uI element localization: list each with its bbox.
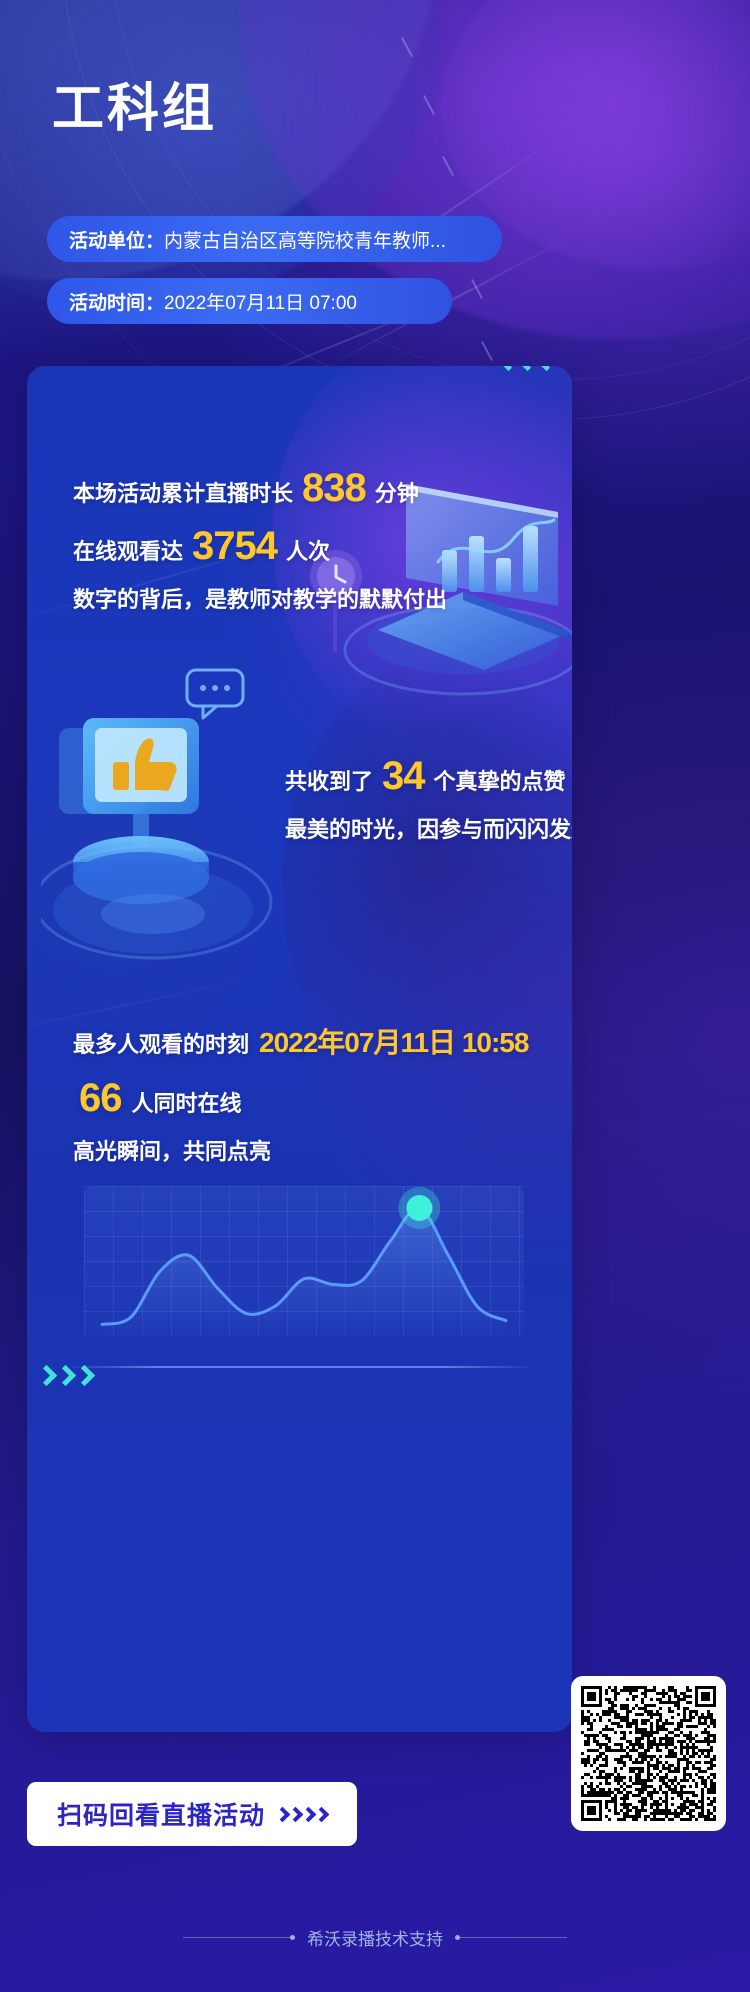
stat-viewers-suffix: 人次	[286, 539, 331, 564]
stat-peak-value: 2022年07月11日 10:58	[259, 1027, 529, 1058]
stat-viewers-prefix: 在线观看达	[73, 539, 184, 564]
activity-unit-label: 活动单位：	[69, 230, 165, 252]
trend-line	[100, 1187, 508, 1336]
viewer-trend-chart	[84, 1186, 524, 1336]
stat-peak-prefix: 最多人观看的时刻	[73, 1032, 250, 1057]
qr-code-icon[interactable]	[571, 1676, 726, 1831]
stat-likes-value: 34	[382, 754, 425, 798]
teacher-note: 数字的背后，是教师对教学的默默付出	[73, 587, 448, 612]
card-baseline-divider	[65, 1366, 535, 1368]
stat-duration-prefix: 本场活动累计直播时长	[73, 481, 294, 506]
credit-rule-left	[183, 1935, 295, 1940]
chevron-right-icon	[274, 1806, 330, 1822]
stat-online-suffix: 人同时在线	[131, 1091, 242, 1116]
stat-viewers: 在线观看达 3754 人次	[73, 524, 330, 569]
chevron-left-icon	[497, 366, 558, 372]
stat-duration-value: 838	[302, 466, 367, 510]
stat-likes-prefix: 共收到了	[285, 769, 374, 794]
stat-duration-suffix: 分钟	[374, 481, 419, 506]
peak-note: 高光瞬间，共同点亮	[73, 1139, 272, 1164]
credit-line: 希沃录播技术支持	[0, 1925, 750, 1950]
stat-concurrent-online: 66 人同时在线	[73, 1076, 242, 1121]
cta-label: 扫码回看直播活动	[56, 1802, 265, 1830]
page-title: 工科组	[52, 80, 218, 138]
comment-bubble-icon	[185, 668, 245, 720]
chevron-right-icon	[35, 1364, 96, 1387]
chart-peak-marker	[398, 1187, 441, 1229]
stat-online-value: 66	[79, 1076, 122, 1120]
activity-time-label: 活动时间：	[69, 292, 165, 314]
credit-rule-right	[455, 1935, 567, 1940]
activity-time-value: 2022年07月11日 07:00	[164, 292, 357, 314]
activity-time-pill: 活动时间： 2022年07月11日 07:00	[47, 278, 452, 324]
stat-likes: 共收到了 34 个真挚的点赞	[285, 754, 566, 799]
credit-text: 希沃录播技术支持	[307, 1930, 443, 1949]
activity-unit-pill: 活动单位： 内蒙古自治区高等院校青年教师...	[47, 216, 502, 262]
scan-to-replay-button[interactable]: 扫码回看直播活动	[27, 1782, 357, 1846]
stat-viewers-value: 3754	[192, 524, 278, 568]
stat-peak-moment: 最多人观看的时刻 2022年07月11日 10:58	[73, 1021, 537, 1061]
likes-note: 最美的时光，因参与而闪闪发光	[285, 817, 572, 842]
stat-likes-suffix: 个真挚的点赞	[433, 769, 566, 794]
stats-card: 本场活动累计直播时长 838 分钟 在线观看达 3754 人次 数字的背后，是教…	[27, 366, 572, 1732]
activity-unit-value: 内蒙古自治区高等院校青年教师...	[164, 230, 446, 252]
stat-duration: 本场活动累计直播时长 838 分钟	[73, 466, 419, 511]
